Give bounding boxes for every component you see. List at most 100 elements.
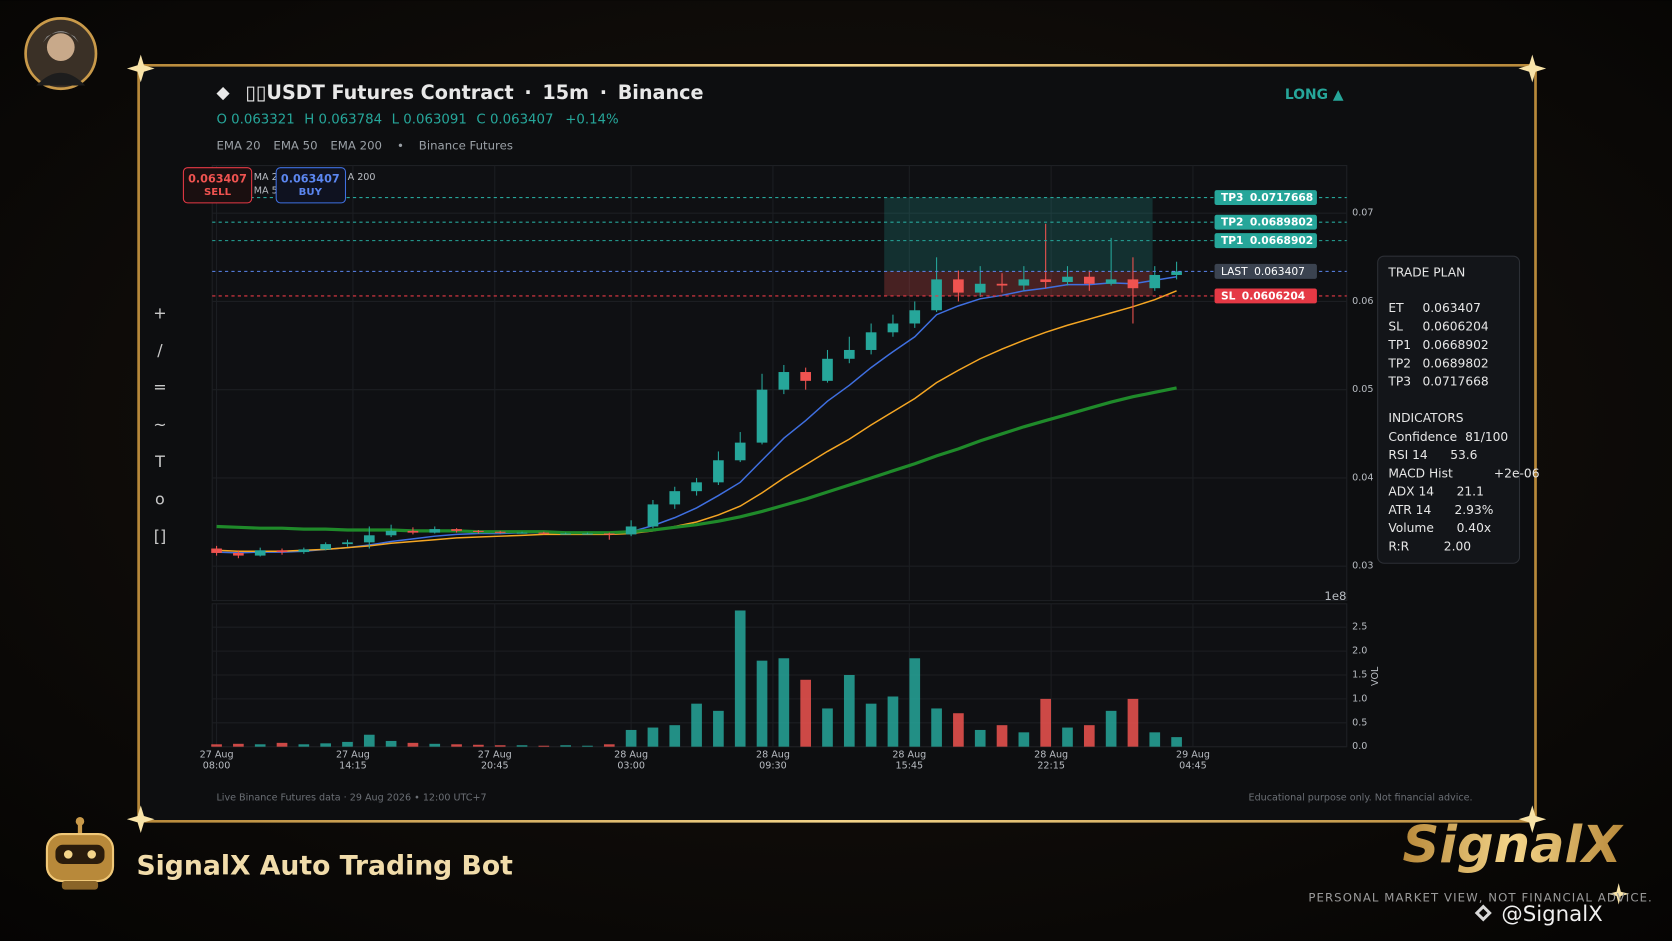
x-tick-label: 08:00 bbox=[203, 760, 231, 771]
volume-bar bbox=[953, 713, 964, 747]
volume-bar bbox=[1105, 710, 1117, 747]
volume-bar bbox=[713, 710, 724, 747]
volume-bar bbox=[385, 740, 397, 747]
candle-body bbox=[1149, 274, 1161, 289]
candle-body bbox=[865, 332, 877, 350]
volume-bar bbox=[822, 708, 833, 747]
footer-right: Educational purpose only. Not financial … bbox=[1249, 792, 1473, 803]
x-tick-label: 28 Aug bbox=[1034, 750, 1068, 761]
candle-body bbox=[953, 279, 964, 293]
avatar bbox=[24, 17, 98, 91]
candle-body bbox=[1105, 279, 1117, 284]
y-tick-label: 0.5 bbox=[1352, 717, 1367, 728]
candle-body bbox=[211, 548, 222, 553]
sell-button[interactable]: 0.063407 SELL bbox=[182, 167, 253, 204]
candle-body bbox=[516, 532, 528, 534]
sep: · bbox=[600, 81, 607, 104]
x-tick-label: 28 Aug bbox=[892, 750, 926, 761]
indicator-value: 53.6 bbox=[1450, 448, 1477, 462]
sell-label: SELL bbox=[204, 187, 232, 198]
indicator-value: 81/100 bbox=[1465, 430, 1508, 444]
x-tick-label: 09:30 bbox=[759, 760, 787, 771]
volume-bar bbox=[669, 725, 681, 747]
tool-button[interactable]: o bbox=[155, 489, 165, 508]
candle-body bbox=[385, 530, 397, 536]
buy-box[interactable] bbox=[275, 167, 347, 204]
level-name: TP3 bbox=[1221, 191, 1244, 204]
indicator-label: RSI 14 bbox=[1388, 448, 1428, 462]
levels: TP3 0.0717668 TP2 0.0689802 TP1 0.0668902 LAST… bbox=[212, 190, 1347, 304]
volume-bar bbox=[560, 745, 571, 747]
volume-bar bbox=[1040, 698, 1052, 747]
level-label: TP3 0.0717668 bbox=[1221, 191, 1313, 204]
y-tick-label: 2.0 bbox=[1352, 646, 1367, 657]
tool-button[interactable]: [] bbox=[154, 527, 166, 546]
level-badge bbox=[1214, 263, 1317, 279]
tool-button[interactable]: + bbox=[153, 303, 166, 322]
x-tick-label: 29 Aug bbox=[1176, 750, 1210, 761]
plan-value: 0.0717668 bbox=[1422, 375, 1488, 389]
candle-body bbox=[996, 283, 1008, 286]
trade-plan-panel bbox=[1377, 255, 1521, 564]
y-axis-label: VOL bbox=[1370, 666, 1381, 686]
plan-value: 0.0606204 bbox=[1422, 319, 1488, 333]
offset-label: 1e8 bbox=[1324, 589, 1346, 603]
ema-lines bbox=[216, 276, 1177, 554]
x-tick-label: 22:15 bbox=[1037, 760, 1065, 771]
candle-body bbox=[931, 279, 942, 311]
candles bbox=[211, 223, 1182, 559]
candle-body bbox=[473, 530, 484, 532]
ema-line bbox=[216, 386, 1177, 535]
level-value: 0.063407 bbox=[1254, 265, 1305, 278]
buy-button[interactable]: 0.063407 BUY bbox=[275, 167, 347, 204]
y-tick-label: 0.07 bbox=[1352, 208, 1373, 219]
ohlc-close: C 0.063407 bbox=[476, 113, 553, 128]
sell-box[interactable] bbox=[182, 167, 253, 204]
level-badge bbox=[1214, 288, 1317, 304]
tool-button[interactable]: T bbox=[154, 452, 165, 471]
y-tick-label: 0.06 bbox=[1352, 296, 1373, 307]
handle: @SignalX bbox=[1501, 902, 1602, 927]
volume-bar bbox=[516, 745, 528, 747]
x-tick-label: 03:00 bbox=[617, 760, 645, 771]
volume-bar bbox=[931, 708, 942, 747]
volume-bar bbox=[734, 610, 746, 747]
volume-bar bbox=[451, 744, 462, 747]
tool-button[interactable]: = bbox=[153, 378, 166, 397]
x-tick-label: 27 Aug bbox=[200, 750, 234, 761]
ema-line bbox=[216, 290, 1177, 552]
volume-bar bbox=[1171, 737, 1182, 747]
plan-label: TP3 bbox=[1387, 375, 1411, 389]
candle-body bbox=[800, 372, 811, 381]
frame-sparkles bbox=[126, 54, 1630, 905]
volume-bar bbox=[1127, 698, 1139, 747]
tool-button[interactable]: / bbox=[157, 340, 163, 359]
candle-body bbox=[582, 533, 593, 535]
plan-label: TP2 bbox=[1387, 356, 1411, 370]
level-name: LAST bbox=[1221, 265, 1248, 278]
sep: • bbox=[397, 138, 404, 152]
candle-body bbox=[538, 532, 550, 534]
candle-body bbox=[298, 549, 310, 553]
volume-bar bbox=[996, 725, 1008, 747]
volume-bar bbox=[233, 743, 244, 747]
indicator-value: 2.00 bbox=[1444, 539, 1471, 553]
plan-value: 0.0668902 bbox=[1422, 338, 1488, 352]
volume-bar bbox=[1062, 727, 1073, 747]
trade-plan: TRADE PLAN ET 0.063407 SL 0.0606204 TP1 0.0668… bbox=[1387, 266, 1539, 554]
source: Binance Futures bbox=[419, 138, 513, 152]
candle-body bbox=[1127, 279, 1139, 289]
candle-body bbox=[713, 460, 724, 483]
candle-body bbox=[429, 529, 441, 533]
plan-title: TRADE PLAN bbox=[1387, 266, 1465, 280]
candle-body bbox=[233, 552, 244, 556]
volume-bar bbox=[756, 660, 768, 747]
y-tick-label: 0.03 bbox=[1352, 561, 1373, 572]
plan-label: TP1 bbox=[1387, 338, 1411, 352]
candle-body bbox=[560, 533, 571, 535]
volume-bar bbox=[407, 742, 419, 747]
tool-button[interactable]: ~ bbox=[153, 415, 166, 434]
volume-bar bbox=[865, 703, 877, 747]
volume-bar bbox=[647, 727, 659, 747]
